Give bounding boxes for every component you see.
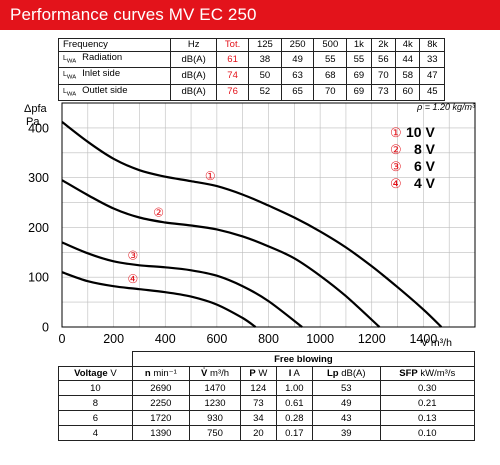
- y-tick-label: 300: [28, 171, 49, 185]
- legend-marker: ③: [390, 159, 402, 174]
- y-tick-label: 0: [42, 321, 49, 335]
- x-tick-label: 600: [206, 332, 227, 346]
- table-cell: 0.30: [379, 380, 476, 396]
- table-row: LWA Radiation dB(A) 61 38 49 55 55 56 44 …: [57, 50, 445, 69]
- sound-power-table: Frequency Hz Tot. 125 250 500 1k 2k 4k 8…: [57, 38, 445, 102]
- x-tick-label: 0: [59, 332, 66, 346]
- legend-marker: ②: [390, 142, 402, 157]
- table-cell: 1390: [131, 425, 190, 441]
- legend-label: 6 V: [414, 158, 436, 174]
- table-header-row: Frequency Hz Tot. 125 250 500 1k 2k 4k 8…: [57, 38, 445, 52]
- column-header: Lp dB(A): [312, 366, 381, 381]
- table-cell: 0.17: [275, 425, 314, 441]
- legend-marker: ①: [390, 125, 402, 140]
- table-cell: 0.28: [275, 410, 314, 426]
- table-cell: 124: [240, 380, 277, 396]
- x-tick-label: 400: [155, 332, 176, 346]
- series-marker-label: ③: [127, 248, 138, 262]
- table-title: Free blowing: [131, 351, 476, 367]
- table-cell: 69: [346, 83, 372, 102]
- row-label: Radiation: [82, 52, 123, 63]
- y-tick-label: 200: [28, 221, 49, 235]
- total-cell: 76: [216, 83, 250, 102]
- series-line: [61, 241, 303, 328]
- table-cell: 2250: [131, 395, 190, 411]
- table-cell: 10: [58, 380, 133, 396]
- series-line: [61, 179, 381, 328]
- page-title: Performance curves MV EC 250: [0, 0, 500, 30]
- x-tick-label: 1400: [409, 332, 437, 346]
- table-title-row: Free blowing: [58, 351, 476, 367]
- series-marker-label: ①: [205, 169, 216, 183]
- free-blowing-table: Free blowing Voltage V n min⁻¹ V̇ m³/h P…: [58, 351, 476, 441]
- legend-label: 4 V: [414, 175, 436, 191]
- table-row: 4 1390 750 20 0.17 39 0.10: [58, 425, 476, 441]
- density-note: ρ = 1.20 kg/m³: [416, 102, 476, 112]
- table-row: LWA Outlet side dB(A) 76 52 65 70 69 73 6…: [57, 83, 445, 102]
- column-header: n min⁻¹: [131, 366, 190, 381]
- table-cell: 65: [280, 83, 315, 102]
- row-label: Outlet side: [82, 84, 128, 96]
- table-cell: 20: [240, 425, 277, 441]
- column-header: Voltage V: [58, 366, 133, 381]
- legend-marker: ④: [390, 176, 402, 191]
- row-label: Inlet side: [82, 68, 121, 80]
- y-axis-unit: Pa: [26, 116, 40, 128]
- table-cell: 60: [395, 83, 421, 102]
- table-cell: 2690: [131, 380, 190, 396]
- table-cell: 43: [312, 410, 381, 426]
- series-line: [61, 121, 443, 328]
- series-line: [61, 271, 257, 328]
- table-cell: 39: [312, 425, 381, 441]
- table-cell: 73: [370, 83, 397, 102]
- table-cell: 33: [419, 50, 445, 69]
- table-header-row: Voltage V n min⁻¹ V̇ m³/h P W I A Lp dB(…: [58, 366, 476, 381]
- x-tick-label: 200: [103, 332, 124, 346]
- table-row: 6 1720 930 34 0.28 43 0.13: [58, 410, 476, 426]
- table-cell: 73: [240, 395, 277, 411]
- table-cell: 0.13: [379, 410, 476, 426]
- chart-curves: ① ② ③ ④: [61, 121, 443, 328]
- plot-frame: [61, 102, 476, 328]
- chart-ticks: 0 200 400 600 800 1000 1200 1400 0 100 200 300 400: [28, 121, 437, 346]
- unit-cell: dB(A): [170, 83, 218, 102]
- table-cell: 0.21: [379, 395, 476, 411]
- table-cell: 0.61: [275, 395, 314, 411]
- table-cell: 750: [188, 425, 242, 441]
- column-header: V̇ m³/h: [188, 366, 242, 381]
- series-marker-label: ②: [153, 205, 164, 219]
- table-row: 10 2690 1470 124 1.00 53 0.30: [58, 380, 476, 396]
- chart-legend: ① 10 V ② 8 V ③ 6 V ④ 4 V: [390, 124, 436, 191]
- series-marker-label: ④: [127, 272, 138, 286]
- table-row: 8 2250 1230 73 0.61 49 0.21: [58, 395, 476, 411]
- table-cell: 1230: [188, 395, 242, 411]
- total-cell: 61: [216, 50, 250, 69]
- x-tick-label: 800: [258, 332, 279, 346]
- legend-label: 10 V: [406, 124, 435, 140]
- table-cell: 930: [188, 410, 242, 426]
- column-header: SFP kW/m³/s: [379, 366, 476, 381]
- table-cell: 1470: [188, 380, 242, 396]
- column-header: I A: [275, 366, 314, 381]
- y-tick-label: 400: [28, 121, 49, 135]
- chart-grid: [62, 103, 475, 327]
- table-cell: 4: [58, 425, 133, 441]
- table-cell: 49: [312, 395, 381, 411]
- table-cell: 45: [419, 83, 445, 102]
- table-cell: 1720: [131, 410, 190, 426]
- x-axis-label: V m³/h: [421, 337, 452, 349]
- table-cell: 8: [58, 395, 133, 411]
- table-cell: 6: [58, 410, 133, 426]
- table-cell: 0.10: [379, 425, 476, 441]
- y-tick-label: 100: [28, 271, 49, 285]
- legend-label: 8 V: [414, 141, 436, 157]
- x-tick-label: 1200: [358, 332, 386, 346]
- table-cell: 1.00: [275, 380, 314, 396]
- y-axis-label: Δpfa: [24, 103, 48, 115]
- column-header: P W: [240, 366, 277, 381]
- x-tick-label: 1000: [306, 332, 334, 346]
- table-cell: 34: [240, 410, 277, 426]
- table-cell: 53: [312, 380, 381, 396]
